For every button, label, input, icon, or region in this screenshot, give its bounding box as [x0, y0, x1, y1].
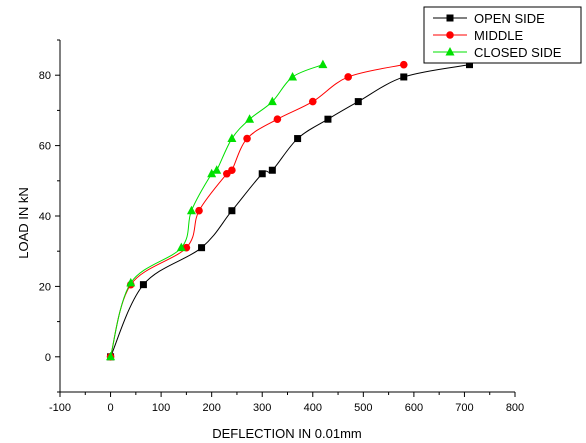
legend-label-open-side: OPEN SIDE: [474, 11, 545, 26]
legend: OPEN SIDE MIDDLE CLOSED SIDE: [423, 6, 582, 64]
data-point-open-side: [228, 207, 236, 215]
legend-label-middle: MIDDLE: [474, 28, 523, 43]
data-point-closed-side: [207, 168, 217, 178]
data-point-open-side: [139, 281, 147, 289]
data-point-closed-side: [318, 59, 328, 69]
series-line-middle: [110, 64, 404, 357]
data-point-closed-side: [126, 277, 136, 287]
data-point-middle: [195, 206, 203, 215]
series-open-side: [107, 61, 473, 361]
data-point-closed-side: [288, 71, 298, 81]
legend-marker-closed-side: [445, 47, 455, 56]
data-point-open-side: [268, 166, 276, 174]
x-tick-label: 400: [304, 402, 322, 414]
data-point-closed-side: [227, 133, 237, 143]
data-point-open-side: [198, 244, 206, 252]
legend-marker-middle: [446, 31, 454, 39]
y-axis-title: LOAD IN kN: [16, 187, 31, 259]
data-point-open-side: [354, 98, 362, 106]
legend-label-closed-side: CLOSED SIDE: [474, 45, 562, 60]
x-axis-title: DEFLECTION IN 0.01mm: [212, 426, 362, 441]
data-point-middle: [228, 166, 236, 175]
x-tick-label: 100: [152, 402, 170, 414]
data-point-closed-side: [176, 242, 186, 252]
data-point-middle: [344, 73, 352, 81]
x-tick-label: 500: [354, 402, 372, 414]
x-tick-label: 300: [253, 402, 271, 414]
series-middle: [106, 60, 408, 361]
data-point-closed-side: [186, 205, 196, 215]
y-tick-label: 20: [39, 281, 51, 293]
x-tick-label: 200: [202, 402, 220, 414]
data-point-open-side: [466, 61, 473, 69]
legend-marker-open-side: [446, 14, 454, 22]
x-tick-label: 700: [455, 402, 473, 414]
data-point-middle: [273, 115, 282, 123]
series-line-open-side: [110, 64, 470, 358]
x-tick-label: -100: [49, 402, 71, 414]
data-point-open-side: [258, 170, 266, 178]
axes: -100 0 100 200 300 400 500 600 700 800 0 20 40 60 80: [39, 39, 524, 414]
x-tick-label: 0: [107, 402, 113, 414]
data-point-closed-side: [212, 165, 222, 174]
y-tick-label: 80: [39, 70, 51, 82]
data-point-open-side: [294, 135, 302, 143]
y-tick-label: 0: [45, 352, 51, 364]
data-point-closed-side: [267, 96, 277, 106]
x-tick-label: 800: [506, 402, 524, 414]
plot-area: [106, 59, 473, 361]
data-point-middle: [399, 60, 408, 69]
series-line-closed-side: [110, 64, 324, 357]
data-point-closed-side: [245, 114, 255, 123]
data-point-open-side: [324, 115, 332, 123]
y-tick-label: 40: [39, 211, 51, 223]
y-tick-label: 60: [39, 141, 51, 153]
data-point-closed-side: [106, 351, 116, 361]
data-point-open-side: [400, 73, 408, 81]
series-closed-side: [106, 59, 328, 361]
x-tick-label: 600: [405, 402, 423, 414]
data-point-middle: [243, 134, 251, 143]
data-point-middle: [308, 97, 317, 106]
